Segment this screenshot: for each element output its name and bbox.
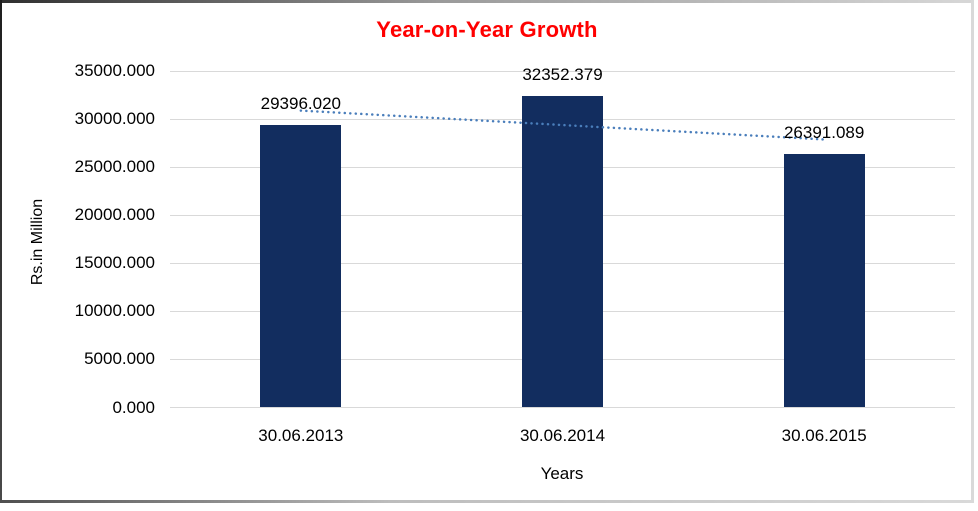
- y-tick-label: 15000.000: [74, 253, 155, 273]
- x-axis-title: Years: [540, 464, 584, 483]
- category-label: 30.06.2015: [781, 426, 867, 445]
- chart-title: Year-on-Year Growth: [376, 17, 598, 42]
- frame-border-right: [971, 0, 974, 503]
- category-label: 30.06.2013: [258, 426, 344, 445]
- y-tick-label: 35000.000: [74, 61, 155, 80]
- data-label: 32352.379: [522, 65, 603, 85]
- y-tick-label: 10000.000: [74, 301, 155, 321]
- category-label: 30.06.2014: [519, 426, 606, 445]
- bar: [783, 153, 865, 408]
- y-tick-label: 0.000: [112, 397, 155, 417]
- frame-border-bottom: [0, 500, 974, 503]
- y-tick-label: 5000.000: [84, 349, 155, 369]
- y-tick-label: 20000.000: [74, 205, 155, 225]
- gridline: [170, 70, 955, 72]
- bar: [260, 124, 342, 408]
- frame-border-top: [0, 0, 974, 3]
- gridline: [170, 407, 955, 408]
- y-tick-label: 25000.000: [74, 157, 155, 177]
- data-label: 29396.020: [260, 93, 342, 113]
- data-label: 26391.089: [783, 122, 865, 142]
- frame-border-left: [0, 0, 2, 503]
- y-tick-label: 30000.000: [74, 109, 155, 129]
- bar: [522, 96, 603, 408]
